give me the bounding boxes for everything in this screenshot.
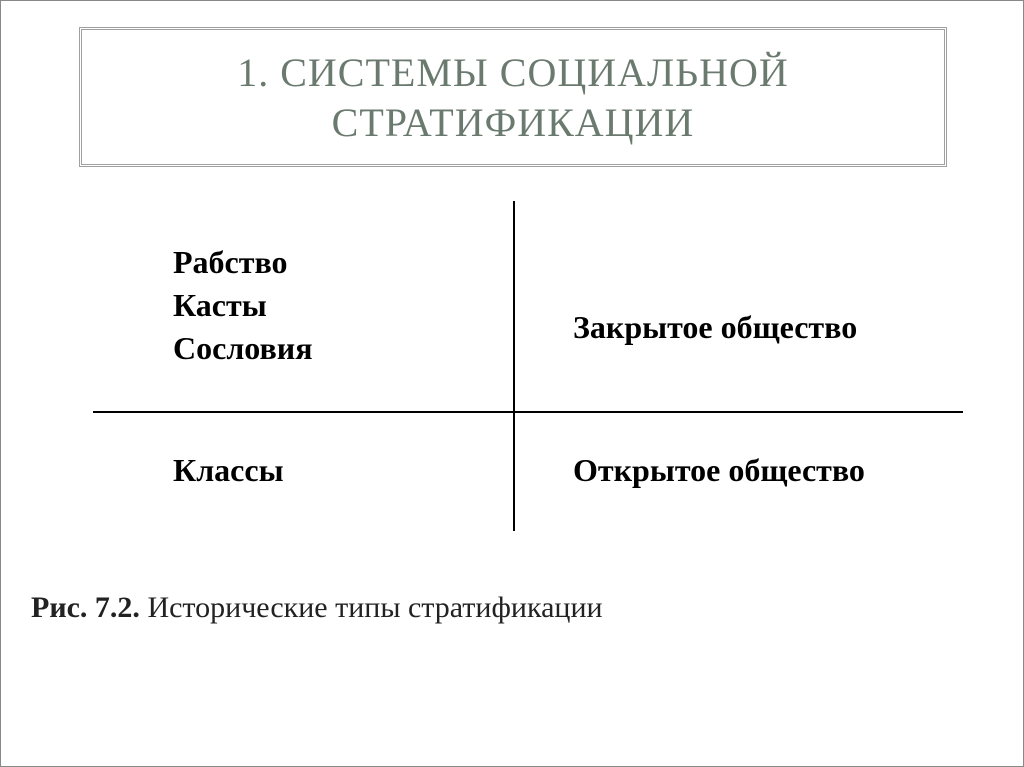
cell-bottom-left: Классы	[173, 449, 284, 492]
caption-text: Исторические типы стратификации	[147, 591, 602, 624]
horizontal-divider	[93, 411, 963, 413]
figure-caption: Рис. 7.2. Исторические типы стратификаци…	[31, 591, 603, 625]
caption-label: Рис. 7.2.	[31, 591, 140, 624]
cell-top-right: Закрытое общество	[573, 306, 857, 349]
page-title: 1. СИСТЕМЫ СОЦИАЛЬНОЙ СТРАТИФИКАЦИИ	[102, 48, 924, 148]
cell-line: Касты	[173, 284, 313, 327]
quadrant-grid: Рабство Касты Сословия Закрытое общество…	[33, 201, 993, 531]
title-frame: 1. СИСТЕМЫ СОЦИАЛЬНОЙ СТРАТИФИКАЦИИ	[79, 27, 947, 167]
stratification-diagram: Рабство Касты Сословия Закрытое общество…	[21, 201, 1005, 531]
cell-line: Сословия	[173, 327, 313, 370]
vertical-divider	[513, 201, 515, 531]
cell-line: Рабство	[173, 241, 313, 284]
cell-bottom-right: Открытое общество	[573, 449, 865, 492]
cell-top-left: Рабство Касты Сословия	[173, 241, 313, 371]
